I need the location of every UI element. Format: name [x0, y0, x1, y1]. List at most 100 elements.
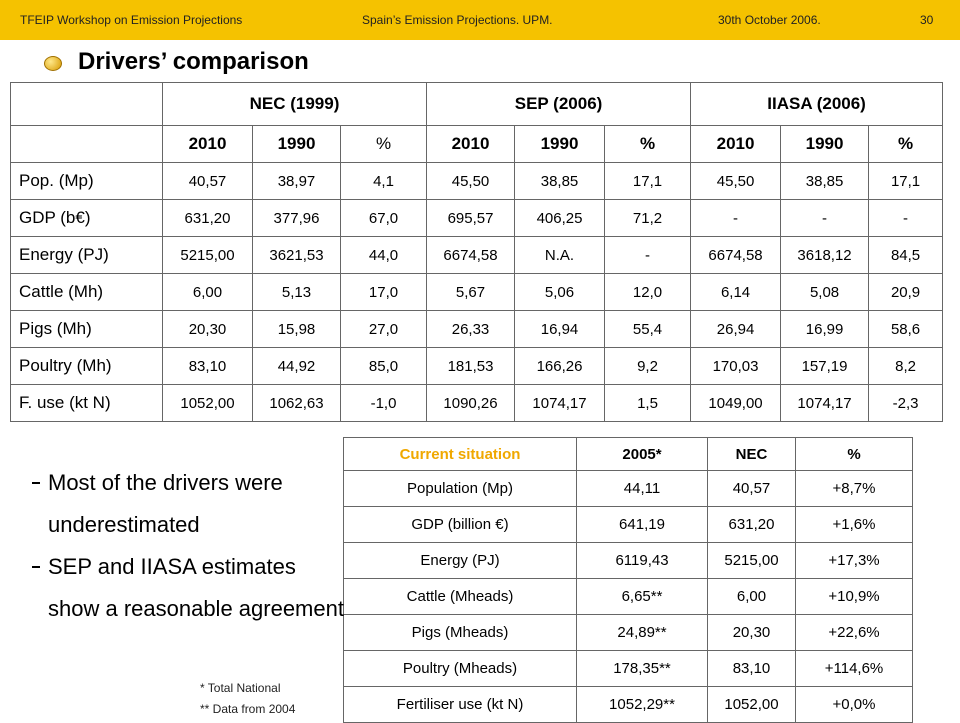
bullets: Most of the drivers were underestimated S…	[30, 462, 350, 630]
cell: +22,6%	[795, 614, 913, 651]
cell: 178,35**	[576, 650, 708, 687]
subheader: 2010	[162, 125, 253, 163]
cell: 170,03	[690, 347, 782, 385]
subheader: %	[339, 125, 428, 163]
cell: 6,14	[690, 273, 782, 311]
data-row: Poultry (Mheads) 178,35** 83,10 +114,6%	[343, 650, 913, 687]
row-label: Population (Mp)	[343, 470, 577, 507]
cell: 38,85	[514, 162, 606, 200]
cell: 15,98	[252, 310, 341, 348]
cell: +8,7%	[795, 470, 913, 507]
cell: 1074,17	[514, 384, 606, 422]
data-row: Energy (PJ) 5215,00 3621,53 44,0 6674,58 N.A.…	[10, 236, 944, 274]
cell: 5215,00	[162, 236, 253, 274]
cell: 38,97	[252, 162, 341, 200]
bullet: Most of the drivers were underestimated	[30, 462, 350, 546]
cell: 6674,58	[426, 236, 516, 274]
data-row: Poultry (Mh) 83,10 44,92 85,0 181,53 166,26 9,…	[10, 347, 944, 385]
cell: 38,85	[780, 162, 870, 200]
cell: +17,3%	[795, 542, 913, 579]
cell: 20,9	[868, 273, 944, 311]
cell: 5,67	[426, 273, 516, 311]
cell: 641,19	[576, 506, 708, 543]
row-label: GDP (b€)	[10, 199, 163, 237]
row-label: Cattle (Mh)	[10, 273, 163, 311]
data-row: Pigs (Mheads) 24,89** 20,30 +22,6%	[343, 614, 913, 651]
cell: 16,99	[780, 310, 870, 348]
cell: 1052,00	[707, 686, 796, 723]
subheader: 1990	[514, 125, 606, 163]
data-row: Population (Mp) 44,11 40,57 +8,7%	[343, 470, 913, 507]
cell: 9,2	[604, 347, 692, 385]
data-row: Cattle (Mheads) 6,65** 6,00 +10,9%	[343, 578, 913, 615]
group-header: IIASA (2006)	[690, 82, 944, 126]
cell: 1074,17	[780, 384, 870, 422]
cell: 71,2	[604, 199, 692, 237]
cell: +0,0%	[795, 686, 913, 723]
column-header: %	[795, 437, 913, 471]
cell: 5,08	[780, 273, 870, 311]
cell: 83,10	[707, 650, 796, 687]
cell: 44,11	[576, 470, 708, 507]
cell: 20,30	[707, 614, 796, 651]
cell: 157,19	[780, 347, 870, 385]
subheader: 1990	[780, 125, 870, 163]
row-label: Energy (PJ)	[343, 542, 577, 579]
cell: 85,0	[339, 347, 428, 385]
cell: 67,0	[339, 199, 428, 237]
cell: 1,5	[604, 384, 692, 422]
subheader: 2010	[426, 125, 516, 163]
cell: 1062,63	[252, 384, 341, 422]
header-center: Spain’s Emission Projections. UPM.	[362, 13, 553, 27]
cell: 377,96	[252, 199, 341, 237]
header-bar: TFEIP Workshop on Emission Projections S…	[0, 0, 960, 40]
footnotes: * Total National ** Data from 2004	[200, 678, 295, 720]
cell: +1,6%	[795, 506, 913, 543]
subheader-row: 2010 1990% 2010 1990% 2010 1990%	[10, 125, 944, 163]
cell: 631,20	[162, 199, 253, 237]
footnote: ** Data from 2004	[200, 702, 296, 716]
subheader: 2010	[690, 125, 782, 163]
cell: 695,57	[426, 199, 516, 237]
cell: -	[690, 199, 782, 237]
cell: 17,1	[604, 162, 692, 200]
cell: 44,92	[252, 347, 341, 385]
cell: -2,3	[868, 384, 944, 422]
cell: 84,5	[868, 236, 944, 274]
data-row: Fertiliser use (kt N) 1052,29** 1052,00 +0,…	[343, 686, 913, 723]
title-bullet	[44, 56, 62, 71]
cell: 181,53	[426, 347, 516, 385]
cell: 58,6	[868, 310, 944, 348]
cell: 26,33	[426, 310, 516, 348]
row-label: Pigs (Mheads)	[343, 614, 577, 651]
cell: 26,94	[690, 310, 782, 348]
cell: 20,30	[162, 310, 253, 348]
cell: 8,2	[868, 347, 944, 385]
cell: 55,4	[604, 310, 692, 348]
cell: 45,50	[690, 162, 782, 200]
cell: 45,50	[426, 162, 516, 200]
data-row: F. use (kt N) 1052,00 1062,63 -1,0 1090,26 10…	[10, 384, 944, 422]
footnote: * Total National	[200, 681, 281, 695]
cell: N.A.	[514, 236, 606, 274]
cell: 6119,43	[576, 542, 708, 579]
column-header: Current situation	[343, 437, 577, 471]
data-row: Pigs (Mh) 20,30 15,98 27,0 26,33 16,94 55,4 26,…	[10, 310, 944, 348]
current-table: Current situation 2005* NEC% Population (Mp…	[343, 437, 913, 723]
cell: 6,00	[707, 578, 796, 615]
bullet-dash	[32, 482, 40, 484]
cell: 17,0	[339, 273, 428, 311]
cell: 44,0	[339, 236, 428, 274]
cell: 16,94	[514, 310, 606, 348]
header-row: Current situation 2005* NEC%	[343, 437, 913, 471]
cell: +10,9%	[795, 578, 913, 615]
cell: 406,25	[514, 199, 606, 237]
bullet-dash	[32, 566, 40, 568]
cell: 3621,53	[252, 236, 341, 274]
cell: -1,0	[339, 384, 428, 422]
cell: 40,57	[707, 470, 796, 507]
column-header: NEC	[707, 437, 796, 471]
drivers-table: NEC (1999) SEP (2006) IIASA (2006) 2010 1990…	[10, 82, 944, 422]
slide-title: Drivers’ comparison	[78, 48, 309, 75]
